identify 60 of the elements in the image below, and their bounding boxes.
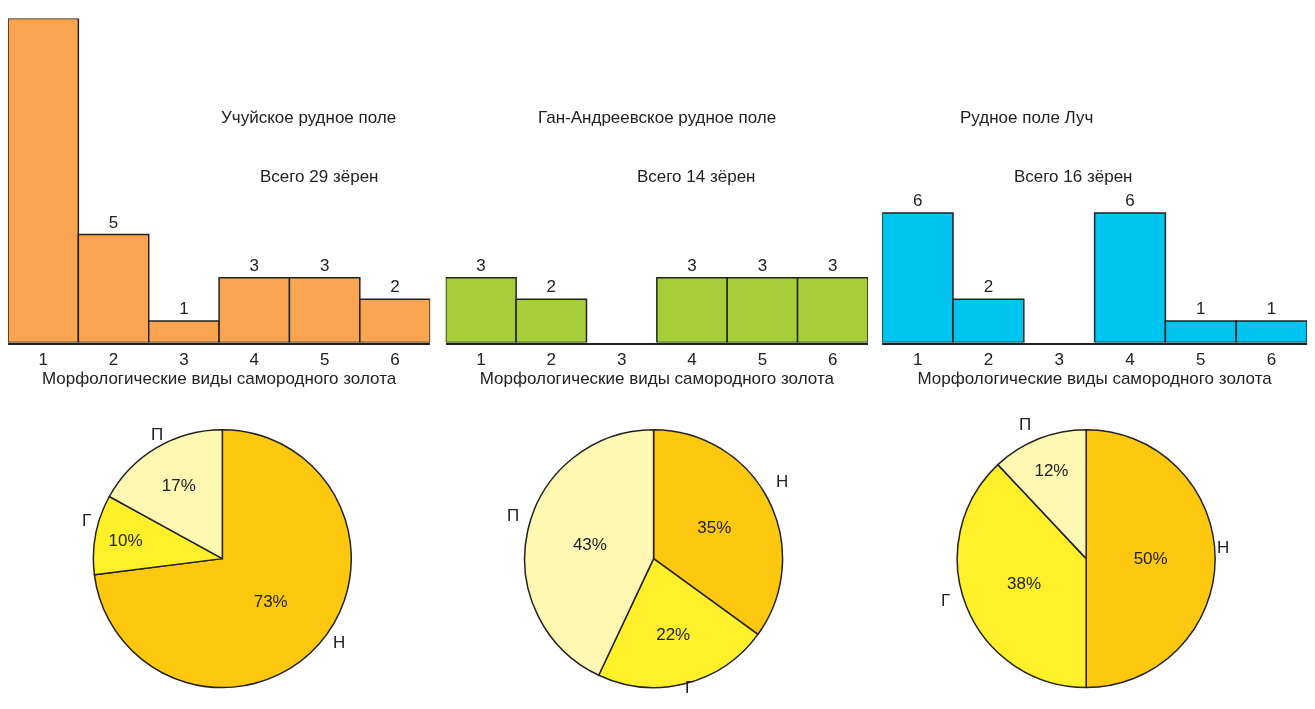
data-label: 2 — [546, 277, 557, 297]
x-tick-label: 4 — [687, 349, 697, 369]
data-label: 6 — [912, 190, 923, 210]
x-tick-label: 3 — [179, 349, 189, 369]
x-tick-label: 2 — [546, 349, 557, 369]
x-tick-label: 2 — [108, 349, 119, 369]
data-label: 5 — [108, 212, 119, 232]
data-label: 6 — [1125, 190, 1135, 210]
slice-label: Г — [82, 511, 92, 530]
x-tick-label: 1 — [38, 349, 48, 369]
slice-label: П — [507, 506, 520, 525]
slice-label: Н — [776, 472, 789, 491]
data-label: 2 — [390, 277, 400, 297]
slice-label: Н — [1217, 538, 1230, 557]
data-label: 1 — [179, 298, 189, 318]
x-axis-title: Морфологические виды самородного золота — [917, 368, 1273, 388]
slice-label: П — [151, 425, 164, 444]
data-label: 3 — [687, 255, 697, 275]
data-label: 50% — [1133, 549, 1168, 569]
x-tick-label: 5 — [1196, 349, 1206, 369]
data-label: 10% — [108, 530, 143, 550]
slice-label: Г — [941, 591, 951, 610]
chart-subtitle: Всего 14 зёрен — [637, 167, 756, 186]
data-label: 73% — [253, 591, 288, 611]
data-label: 3 — [828, 255, 838, 275]
text: Учуйское рудное поле — [221, 108, 397, 127]
data-label: 38% — [1007, 573, 1042, 593]
slice-label: Н — [333, 633, 346, 652]
x-axis-title: Морфологические виды самородного золота — [479, 368, 835, 388]
x-axis-title: Морфологические виды самородного золота — [41, 368, 397, 388]
chart-title: Ган-Андреевское рудное поле — [538, 108, 777, 127]
data-label: 3 — [249, 255, 259, 275]
x-tick-label: 3 — [1054, 349, 1064, 369]
data-label: 43% — [572, 534, 607, 554]
x-tick-label: 1 — [476, 349, 486, 369]
x-tick-label: 1 — [912, 349, 923, 369]
data-label: 35% — [697, 518, 732, 538]
x-tick-label: 6 — [390, 349, 400, 369]
x-tick-label: 5 — [757, 349, 768, 369]
chart-title: Рудное поле Луч — [960, 108, 1094, 127]
x-tick-label: 2 — [983, 349, 994, 369]
text: Всего 29 зёрен — [260, 167, 379, 186]
x-tick-label: 4 — [1125, 349, 1135, 369]
data-label: 22% — [656, 625, 691, 645]
x-tick-label: 6 — [1266, 349, 1277, 369]
data-label: 2 — [983, 277, 994, 297]
chart-subtitle: Всего 16 зёрен — [1014, 167, 1133, 186]
data-label: 1 — [1196, 298, 1206, 318]
x-tick-label: 4 — [249, 349, 259, 369]
data-label: 12% — [1034, 461, 1069, 481]
pie-slice — [93, 428, 352, 689]
x-tick-label: 5 — [319, 349, 330, 369]
data-label: 17% — [161, 475, 196, 495]
data-label: 1 — [1266, 298, 1277, 318]
x-tick-label: 3 — [616, 349, 627, 369]
x-tick-label: 6 — [828, 349, 838, 369]
data-label: 3 — [319, 255, 330, 275]
data-label: 3 — [757, 255, 768, 275]
slice-label: П — [1019, 415, 1032, 434]
data-label: 3 — [476, 255, 486, 275]
